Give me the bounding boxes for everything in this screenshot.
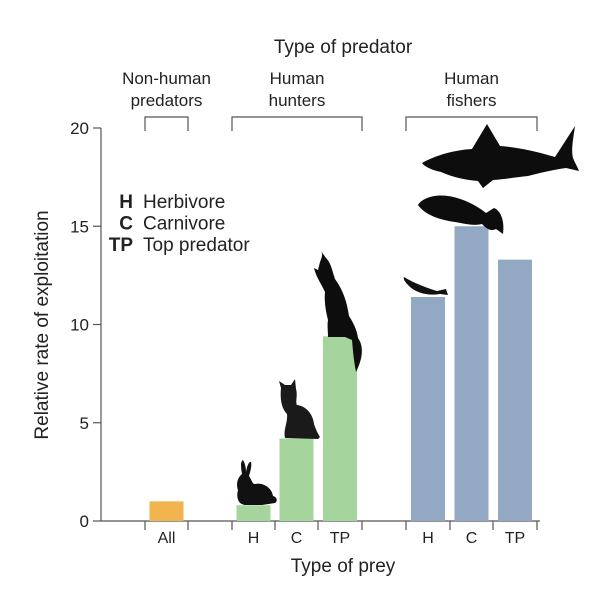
group-bracket	[405, 116, 538, 131]
group-label-line1: Human	[444, 69, 499, 88]
legend-abbr: TP	[109, 235, 134, 256]
legend-text: Top predator	[143, 235, 250, 256]
group-label-line2: hunters	[269, 91, 326, 110]
wolf-silhouette-icon	[314, 251, 362, 372]
x-tick-label: C	[291, 530, 303, 547]
bar-fishers-H	[411, 296, 445, 521]
bar-fishers-C	[454, 226, 489, 521]
group-bracket	[144, 116, 189, 131]
y-tick-label: 0	[80, 512, 89, 531]
group-label-line1: Human	[270, 69, 325, 88]
group-bracket	[231, 116, 363, 131]
small-fish-silhouette-icon	[403, 277, 448, 295]
legend-abbr: H	[119, 192, 133, 213]
y-tick-label: 10	[70, 316, 89, 335]
bar-predators-All	[149, 501, 184, 521]
legend-text: Carnivore	[143, 214, 225, 235]
group-labels: Non-human predators Human hunters Human fishe…	[122, 69, 538, 131]
x-tick-label: H	[248, 530, 260, 547]
group-label-line2: fishers	[446, 91, 496, 110]
group-label-line1: Non-human	[122, 69, 211, 88]
x-tick-label: TP	[330, 530, 350, 547]
legend-text: Herbivore	[143, 192, 225, 213]
y-tick-label: 20	[70, 119, 89, 138]
y-tick-label: 15	[70, 217, 89, 236]
bars	[149, 226, 532, 521]
x-tick-label: C	[466, 530, 478, 547]
rabbit-silhouette-icon	[237, 460, 277, 505]
y-axis-label: Relative rate of exploitation	[32, 210, 53, 439]
legend: H Herbivore C Carnivore TP Top predator	[109, 192, 251, 256]
bar-fishers-TP	[498, 259, 532, 521]
y-tick-label: 5	[80, 414, 89, 433]
cat-silhouette-icon	[279, 379, 320, 439]
x-tick-label: All	[158, 530, 176, 547]
group-label-line2: predators	[131, 91, 203, 110]
x-tick-label: H	[422, 530, 434, 547]
x-tick-label: TP	[505, 530, 525, 547]
bar-hunters-H	[236, 505, 271, 521]
legend-abbr: C	[119, 214, 133, 235]
bar-hunters-C	[279, 438, 314, 521]
grouper-silhouette-icon	[418, 195, 504, 234]
x-axis-label: Type of prey	[291, 556, 396, 577]
bar-hunters-TP	[323, 336, 357, 521]
shark-silhouette-icon	[422, 124, 579, 188]
chart-title: Type of predator	[274, 37, 413, 58]
